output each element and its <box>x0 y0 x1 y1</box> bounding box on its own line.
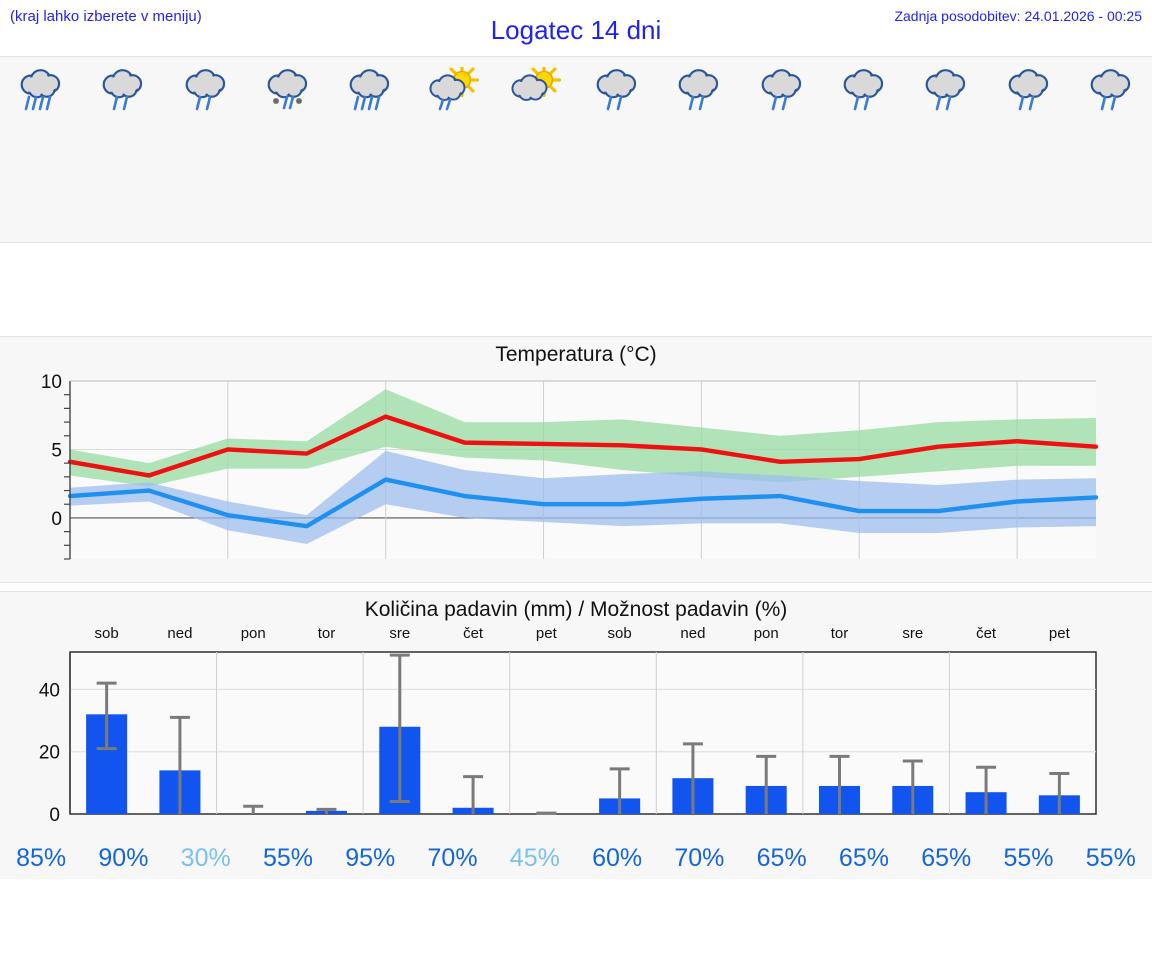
precipitation-probability-label: 45% <box>509 844 560 872</box>
day-column[interactable] <box>741 57 823 242</box>
temperature-y-tick: 10 <box>41 372 62 393</box>
precipitation-y-tick: 0 <box>49 805 60 826</box>
sleet-icon <box>257 67 319 113</box>
precipitation-y-tick: 20 <box>39 743 60 764</box>
precipitation-probability-label: 70% <box>427 844 478 872</box>
precipitation-probability-label: 65% <box>756 844 807 872</box>
temperature-y-tick: 0 <box>51 509 62 530</box>
day-column[interactable] <box>165 57 247 242</box>
precipitation-day-label: pon <box>241 625 266 642</box>
rain-icon <box>92 67 154 113</box>
day-column[interactable] <box>494 57 576 242</box>
temperature-chart-title: Temperatura (°C) <box>495 343 657 366</box>
daily-forecast-strip <box>0 56 1152 243</box>
last-updated-label: Zadnja posodobitev: 24.01.2026 - 00:25 <box>894 8 1142 24</box>
day-column[interactable] <box>0 57 82 242</box>
day-column[interactable] <box>329 57 411 242</box>
sun-cloud-icon <box>504 67 566 113</box>
temperature-chart: 0 5 10 <box>41 372 1099 560</box>
precipitation-y-tick: 40 <box>39 680 60 701</box>
precipitation-day-label: čet <box>976 625 997 642</box>
precipitation-chart-block: Količina padavin (mm) / Možnost padavin … <box>0 591 1152 879</box>
day-column[interactable] <box>658 57 740 242</box>
precipitation-day-label: sre <box>389 625 410 642</box>
precipitation-day-label: ned <box>680 625 705 642</box>
precipitation-day-label: pet <box>536 625 558 642</box>
precipitation-day-label: ned <box>167 625 192 642</box>
rain-icon <box>175 67 237 113</box>
precipitation-day-label: pet <box>1049 625 1071 642</box>
precipitation-probability-label: 65% <box>838 844 889 872</box>
day-column[interactable] <box>905 57 987 242</box>
precipitation-probability-label: 65% <box>921 844 972 872</box>
page-header: (kraj lahko izberete v meniju) Logatec 1… <box>0 0 1152 56</box>
day-column[interactable] <box>247 57 329 242</box>
precipitation-day-label: tor <box>831 625 849 642</box>
precipitation-probability-label: 60% <box>592 844 643 872</box>
day-column[interactable] <box>987 57 1069 242</box>
precipitation-chart-title: Količina padavin (mm) / Možnost padavin … <box>364 598 788 621</box>
day-column[interactable] <box>411 57 493 242</box>
rain-heavy-icon <box>10 67 72 113</box>
rain-icon <box>998 67 1060 113</box>
sun-cloud-rain-icon <box>422 67 484 113</box>
precipitation-day-label: sob <box>95 625 119 642</box>
menu-hint: (kraj lahko izberete v meniju) <box>10 8 202 25</box>
day-column[interactable] <box>82 57 164 242</box>
precipitation-day-label: čet <box>463 625 484 642</box>
rain-icon <box>1080 67 1142 113</box>
precipitation-probability-label: 95% <box>345 844 396 872</box>
precipitation-probability-label: 55% <box>262 844 313 872</box>
day-column[interactable] <box>576 57 658 242</box>
page-title: Logatec 14 dni <box>490 15 662 45</box>
precipitation-day-label: tor <box>318 625 336 642</box>
precipitation-day-label: pon <box>754 625 779 642</box>
precipitation-probability-label: 55% <box>1003 844 1054 872</box>
precipitation-day-label: sob <box>608 625 632 642</box>
rain-heavy-icon <box>339 67 401 113</box>
precipitation-probability-label: 90% <box>98 844 149 872</box>
rain-icon <box>668 67 730 113</box>
precipitation-probability-label: 30% <box>180 844 231 872</box>
day-column[interactable] <box>1070 57 1152 242</box>
rain-icon <box>915 67 977 113</box>
precipitation-chart: sob ned pon tor sre čet pet sob ned pon tor sre čet p… <box>39 625 1097 826</box>
temperature-y-tick: 5 <box>51 440 62 461</box>
precipitation-probability-label: 55% <box>1085 844 1136 872</box>
rain-icon <box>833 67 895 113</box>
day-column[interactable] <box>823 57 905 242</box>
rain-icon <box>586 67 648 113</box>
rain-icon <box>751 67 813 113</box>
precipitation-day-label: sre <box>902 625 923 642</box>
precipitation-probability-label: 70% <box>674 844 725 872</box>
precipitation-probability-row: 85% 90% 30% 55% 95% 70% 45% 60% 70% 65% 65% 65% 55% 5… <box>0 844 1152 873</box>
precipitation-probability-label: 85% <box>16 844 67 872</box>
